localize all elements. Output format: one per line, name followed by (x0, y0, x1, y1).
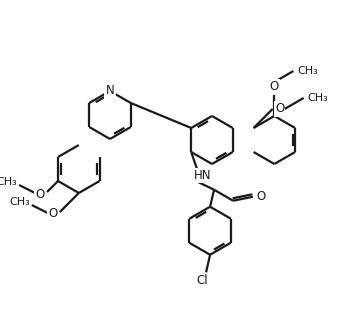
Text: O: O (35, 187, 45, 201)
Text: CH₃: CH₃ (0, 177, 18, 187)
Text: N: N (106, 84, 114, 97)
Text: O: O (256, 190, 266, 203)
Text: O: O (270, 81, 279, 93)
Text: O: O (48, 207, 57, 219)
Text: CH₃: CH₃ (307, 93, 328, 103)
Text: Cl: Cl (196, 274, 208, 287)
Text: CH₃: CH₃ (297, 66, 318, 76)
Text: CH₃: CH₃ (9, 197, 30, 207)
Text: O: O (275, 102, 284, 115)
Text: HN: HN (193, 169, 211, 182)
